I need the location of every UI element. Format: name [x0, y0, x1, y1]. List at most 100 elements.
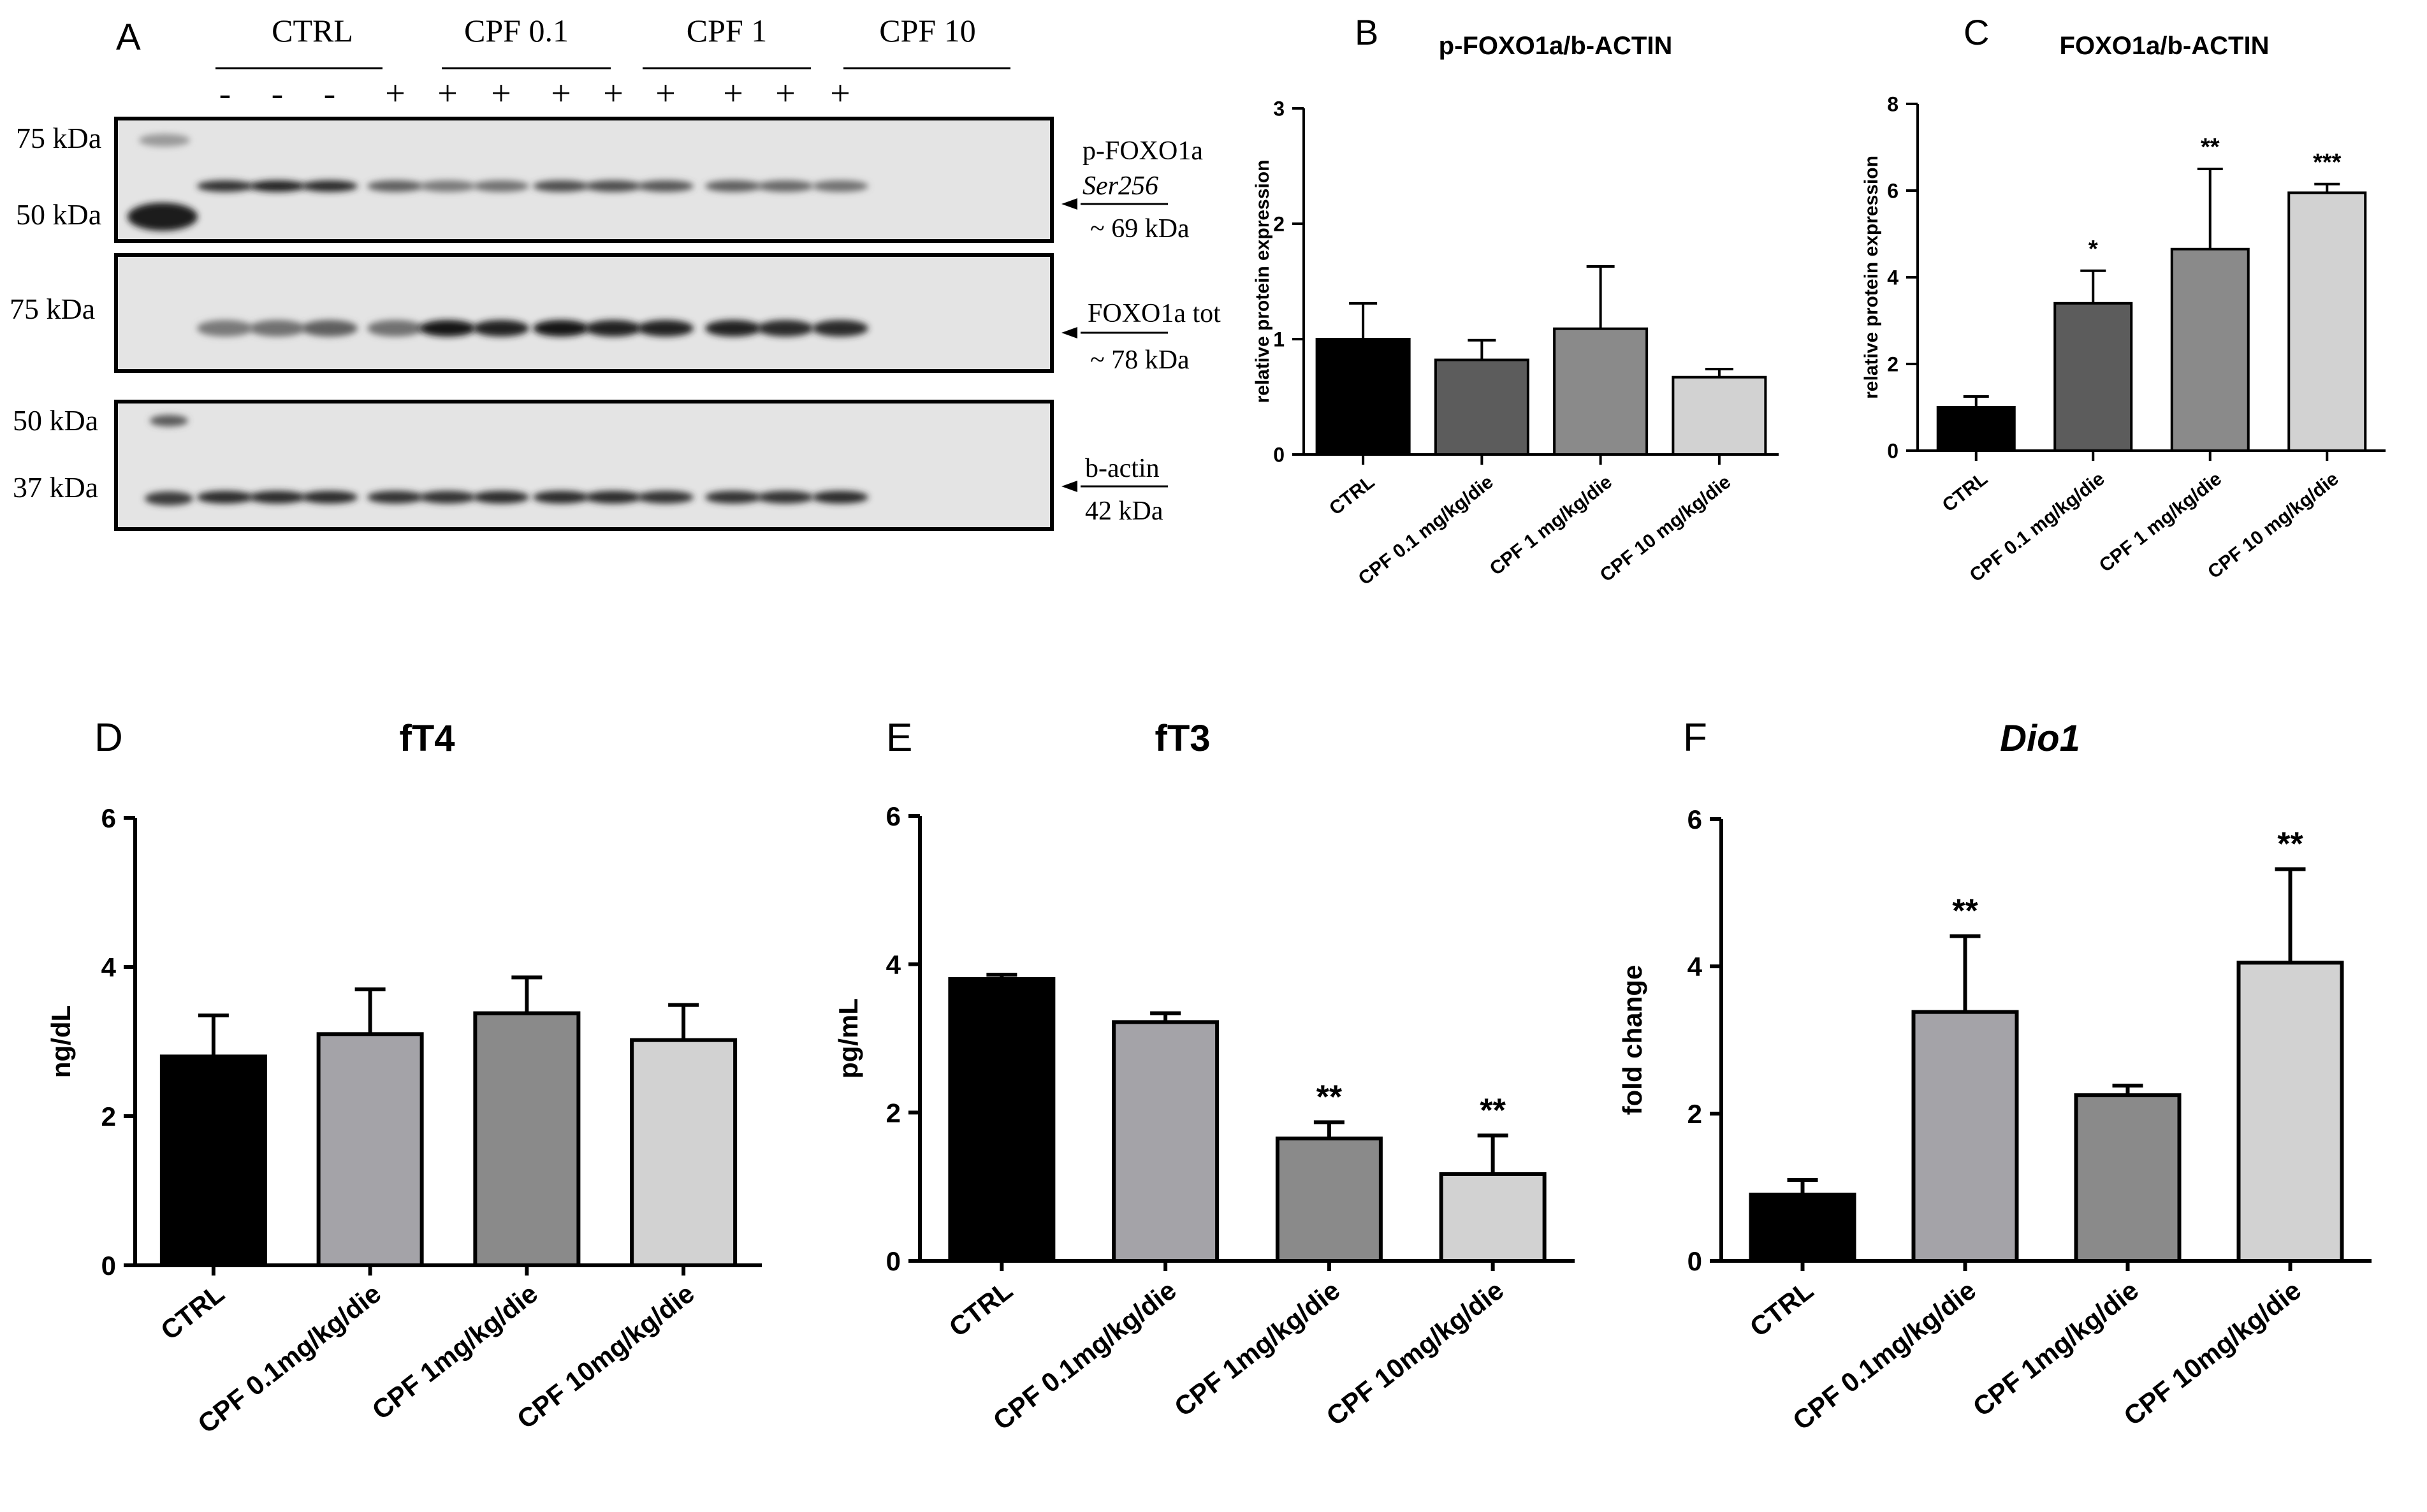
- treatment-sign: -: [272, 74, 284, 113]
- ladder-band: [145, 491, 193, 505]
- bar: [630, 1038, 738, 1268]
- bar: [948, 977, 1056, 1263]
- bar: [2053, 302, 2133, 452]
- blot-band: [638, 180, 694, 192]
- significance-marker: **: [1316, 1079, 1343, 1116]
- blot-band: [585, 320, 641, 337]
- bar: [1672, 375, 1767, 456]
- ladder-band: [128, 203, 198, 231]
- treatment-sign: +: [385, 74, 405, 113]
- y-tick-label: 6: [1887, 180, 1899, 203]
- bar: [1439, 1172, 1547, 1263]
- treatment-sign: +: [655, 74, 676, 113]
- blot-strip-foxo1a-total: [114, 253, 1054, 373]
- marker-50kda-strip3: 50 kDa: [13, 404, 98, 437]
- bar: [1434, 358, 1529, 456]
- significance-marker: *: [2088, 236, 2098, 263]
- category-label: CPF 1 mg/kg/die: [1486, 472, 1616, 580]
- blot-band: [812, 491, 868, 504]
- chart-title: Dio1: [2000, 718, 2080, 759]
- bands-foxo1a-total: [197, 320, 868, 337]
- category-label: CPF 1mg/kg/die: [1169, 1275, 1345, 1422]
- y-tick-label: 2: [1687, 1099, 1702, 1129]
- arrow-head-b-actin: [1061, 481, 1077, 492]
- chart-title: FOXO1a/b-ACTIN: [2060, 32, 2270, 60]
- bands-b-actin: [197, 491, 868, 504]
- category-label: CPF 1mg/kg/die: [367, 1278, 543, 1425]
- panel-label-b: B: [1355, 12, 1378, 52]
- y-axis-label: relative protein expression: [1252, 160, 1273, 403]
- y-tick-label: 0: [101, 1251, 116, 1281]
- marker-37kda-strip3: 37 kDa: [13, 471, 98, 504]
- label-69kda: ~ 69 kDa: [1090, 214, 1190, 244]
- y-tick-label: 2: [1887, 353, 1899, 376]
- y-tick-label: 0: [886, 1246, 901, 1276]
- y-tick-label: 2: [1273, 213, 1285, 236]
- bar: [2170, 247, 2250, 452]
- chart-title: fT3: [1155, 718, 1211, 759]
- blot-band: [757, 320, 813, 337]
- panel-label-a: A: [116, 17, 141, 58]
- blot-band: [473, 180, 529, 192]
- bands-p-foxo1a: [197, 180, 868, 192]
- significance-marker: ***: [2313, 149, 2342, 176]
- y-tick-label: 0: [1687, 1246, 1702, 1276]
- blot-band: [638, 320, 694, 337]
- chart-c-foxo1a: FOXO1a/b-ACTIN 0 2 4 6 8 relative protein expr…: [1861, 32, 2386, 586]
- blot-band: [249, 180, 305, 192]
- y-tick-label: 6: [101, 803, 116, 833]
- blot-band: [757, 180, 813, 192]
- blot-strip-p-foxo1a: [114, 117, 1054, 243]
- treatment-sign: +: [830, 74, 850, 113]
- bar: [1911, 1010, 2019, 1263]
- blot-band: [705, 320, 761, 337]
- label-b-actin: b-actin: [1085, 454, 1160, 483]
- blot-band: [585, 491, 641, 504]
- ladder-band: [150, 415, 188, 426]
- blot-band: [419, 180, 476, 192]
- bar: [1749, 1193, 1856, 1263]
- y-tick-label: 6: [886, 801, 901, 831]
- bar: [1553, 327, 1649, 456]
- blot-band: [367, 180, 423, 192]
- label-foxo1a-tot: FOXO1a tot: [1088, 299, 1221, 328]
- treatment-sign: -: [324, 74, 336, 113]
- blot-band: [197, 180, 253, 192]
- blot-band: [367, 491, 423, 504]
- label-p-foxo1a: p-FOXO1a: [1082, 136, 1203, 166]
- category-label: CPF 10 mg/kg/die: [1596, 472, 1735, 586]
- y-tick-label: 1: [1273, 328, 1285, 351]
- blot-band: [533, 491, 589, 504]
- y-tick-label: 8: [1887, 93, 1899, 116]
- y-axis-label: fold change: [1617, 965, 1647, 1116]
- category-label: CPF 10mg/kg/die: [1321, 1275, 1510, 1431]
- blot-band: [367, 320, 423, 337]
- marker-75kda-strip2: 75 kDa: [10, 293, 95, 325]
- significance-marker: **: [2277, 826, 2303, 863]
- chart-b-p-foxo1a: p-FOXO1a/b-ACTIN 0 1 2 3 relative protein exp…: [1252, 32, 1779, 590]
- panel-label-e: E: [886, 716, 912, 760]
- blot-band: [249, 320, 305, 337]
- blot-band: [585, 180, 641, 192]
- blot-band: [197, 320, 253, 337]
- blot-band: [473, 491, 529, 504]
- treatment-sign: +: [491, 74, 511, 113]
- label-ser256: Ser256: [1082, 171, 1158, 201]
- y-tick-label: 4: [1687, 952, 1703, 982]
- label-78kda: ~ 78 kDa: [1090, 345, 1190, 375]
- y-tick-label: 0: [1273, 444, 1285, 467]
- blot-band: [533, 320, 589, 337]
- bar: [2236, 961, 2344, 1263]
- y-tick-label: 4: [886, 950, 901, 980]
- y-tick-label: 0: [1887, 440, 1899, 463]
- blot-group-cpf10: CPF 10: [879, 13, 975, 48]
- bar: [2074, 1093, 2182, 1263]
- panel-label-f: F: [1683, 716, 1707, 760]
- y-tick-label: 6: [1687, 804, 1702, 834]
- y-tick-label: 4: [101, 952, 117, 982]
- treatment-sign: +: [437, 74, 458, 113]
- category-label: CTRL: [1939, 469, 1992, 516]
